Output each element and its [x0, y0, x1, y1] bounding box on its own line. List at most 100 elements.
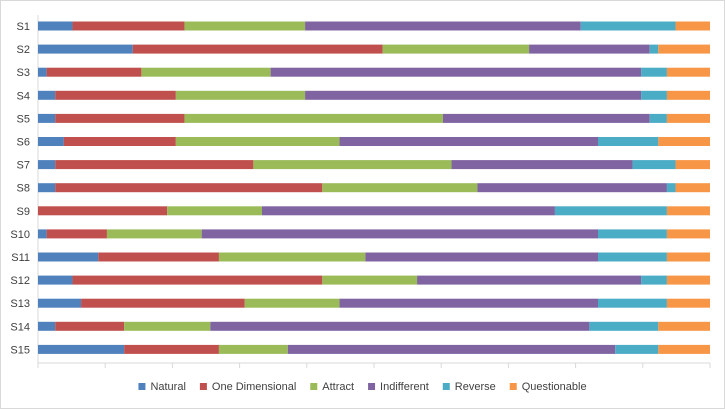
- category-label-s10: S10: [10, 229, 30, 241]
- bar-s5-questionable: [666, 113, 710, 123]
- bar-s7-attract: [253, 160, 452, 170]
- bar-s11-attract: [218, 252, 366, 262]
- bar-s11-one-dimensional: [98, 252, 219, 262]
- bar-s6-questionable: [658, 137, 710, 146]
- legend-item-one-dimensional: One Dimensional: [199, 381, 296, 393]
- bar-s5-one-dimensional: [55, 113, 185, 123]
- bar-s3-indifferent: [270, 67, 642, 77]
- bar-s1-reverse: [580, 21, 676, 31]
- bar-s14-reverse: [589, 321, 659, 331]
- bar-s5-natural: [38, 113, 56, 123]
- legend-swatch: [368, 383, 376, 390]
- bar-s15-indifferent: [287, 344, 616, 354]
- bar-s3-one-dimensional: [46, 67, 142, 77]
- category-label-s3: S3: [17, 67, 30, 79]
- bar-s3-natural: [38, 67, 47, 77]
- bar-s9-questionable: [666, 206, 710, 216]
- bar-s4-attract: [175, 90, 306, 100]
- category-label-s12: S12: [10, 275, 30, 287]
- bar-s13-one-dimensional: [81, 298, 245, 308]
- bar-s4-indifferent: [305, 90, 642, 100]
- bar-s5-attract: [184, 113, 443, 123]
- bar-s11-indifferent: [365, 252, 598, 262]
- bar-s11-questionable: [666, 252, 710, 262]
- bars-layer: [38, 21, 710, 354]
- legend-label: One Dimensional: [212, 381, 296, 393]
- category-label-s1: S1: [17, 21, 30, 33]
- bar-s1-natural: [38, 21, 73, 31]
- bar-s7-indifferent: [451, 160, 633, 170]
- bar-s6-attract: [175, 137, 340, 146]
- bar-s10-reverse: [598, 229, 667, 239]
- bar-s8-one-dimensional: [55, 183, 323, 193]
- bar-s13-reverse: [598, 298, 667, 308]
- legend-label: Indifferent: [380, 381, 429, 393]
- bar-s1-one-dimensional: [72, 21, 185, 31]
- legend-item-reverse: Reverse: [442, 381, 496, 393]
- bar-s13-indifferent: [339, 298, 598, 308]
- bar-s15-reverse: [615, 344, 659, 354]
- category-label-s5: S5: [17, 113, 30, 125]
- bar-s7-one-dimensional: [55, 160, 254, 170]
- bar-s10-questionable: [666, 229, 710, 239]
- bar-s12-natural: [38, 275, 73, 285]
- bar-s4-reverse: [641, 90, 667, 100]
- bar-s3-attract: [141, 67, 271, 77]
- bar-s2-reverse: [649, 44, 659, 54]
- bar-s12-reverse: [641, 275, 667, 285]
- category-label-s4: S4: [17, 90, 30, 102]
- category-label-s11: S11: [11, 252, 30, 264]
- legend-item-natural: Natural: [138, 381, 186, 393]
- bar-s14-attract: [124, 321, 211, 331]
- category-label-s8: S8: [17, 183, 30, 195]
- legend-label: Questionable: [522, 381, 587, 393]
- bar-s8-natural: [38, 183, 56, 193]
- bar-s1-indifferent: [305, 21, 581, 31]
- bar-s6-reverse: [598, 137, 659, 146]
- bar-s6-natural: [38, 137, 64, 146]
- bar-s12-attract: [322, 275, 418, 285]
- legend-item-questionable: Questionable: [509, 381, 587, 393]
- category-labels: S1 S2 S3 S4 S5 S6 S7 S8 S9 S10 S11 S12 S13 S14 S15: [10, 21, 30, 356]
- bar-s2-questionable: [658, 44, 710, 54]
- bar-s8-attract: [322, 183, 478, 193]
- bar-s15-one-dimensional: [124, 344, 219, 354]
- bar-s3-reverse: [641, 67, 667, 77]
- bar-s12-one-dimensional: [72, 275, 323, 285]
- bar-s15-attract: [218, 344, 288, 354]
- category-label-s14: S14: [10, 321, 30, 333]
- bar-s6-one-dimensional: [63, 137, 176, 146]
- bar-s1-questionable: [675, 21, 710, 31]
- bar-s14-one-dimensional: [55, 321, 125, 331]
- bar-s9-one-dimensional: [38, 206, 168, 216]
- bar-s6-indifferent: [339, 137, 598, 146]
- bar-s2-one-dimensional: [132, 44, 383, 54]
- bar-s5-reverse: [649, 113, 667, 123]
- legend-label: Attract: [322, 381, 354, 393]
- bar-s14-natural: [38, 321, 56, 331]
- legend-swatch: [199, 383, 207, 390]
- bar-s10-natural: [38, 229, 47, 239]
- bar-s1-attract: [184, 21, 306, 31]
- bar-s10-indifferent: [201, 229, 598, 239]
- category-label-s7: S7: [17, 160, 30, 172]
- bar-s9-indifferent: [262, 206, 555, 216]
- bar-s3-questionable: [666, 67, 710, 77]
- bar-s2-indifferent: [529, 44, 650, 54]
- bar-s11-reverse: [598, 252, 667, 262]
- bar-s7-questionable: [675, 160, 710, 170]
- bar-s2-natural: [38, 44, 133, 54]
- category-label-s6: S6: [17, 137, 30, 149]
- category-label-s15: S15: [10, 344, 30, 356]
- legend: Natural One Dimensional Attract Indifferent…: [138, 381, 587, 393]
- bar-s8-reverse: [666, 183, 676, 193]
- bar-s4-questionable: [666, 90, 710, 100]
- category-label-s9: S9: [17, 206, 30, 218]
- bar-s13-natural: [38, 298, 82, 308]
- bar-s14-questionable: [658, 321, 710, 331]
- bar-s12-questionable: [666, 275, 710, 285]
- bar-s2-attract: [382, 44, 530, 54]
- bar-s15-natural: [38, 344, 125, 354]
